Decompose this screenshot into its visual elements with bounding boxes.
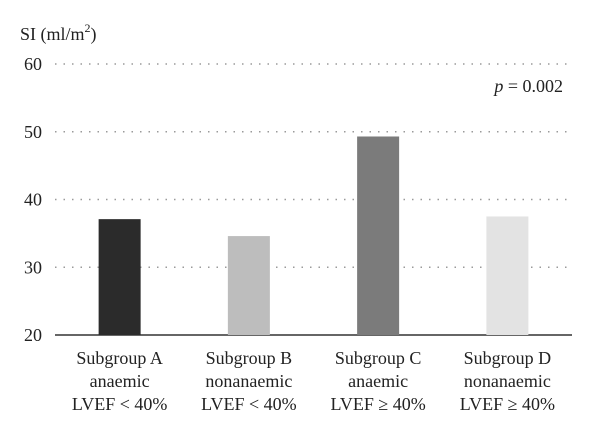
bar-a	[98, 219, 141, 335]
y-tick-label-30: 30	[24, 257, 42, 277]
y-axis-label: SI (ml/m2)	[20, 21, 97, 45]
p-value-annotation: p = 0.002	[492, 76, 563, 96]
bar-b	[227, 236, 270, 335]
bar-d	[486, 216, 529, 335]
y-tick-label-40: 40	[24, 190, 42, 210]
y-tick-label-60: 60	[24, 54, 42, 74]
bar-c	[357, 136, 400, 335]
y-tick-label-50: 50	[24, 122, 42, 142]
y-tick-label-20: 20	[24, 325, 42, 345]
